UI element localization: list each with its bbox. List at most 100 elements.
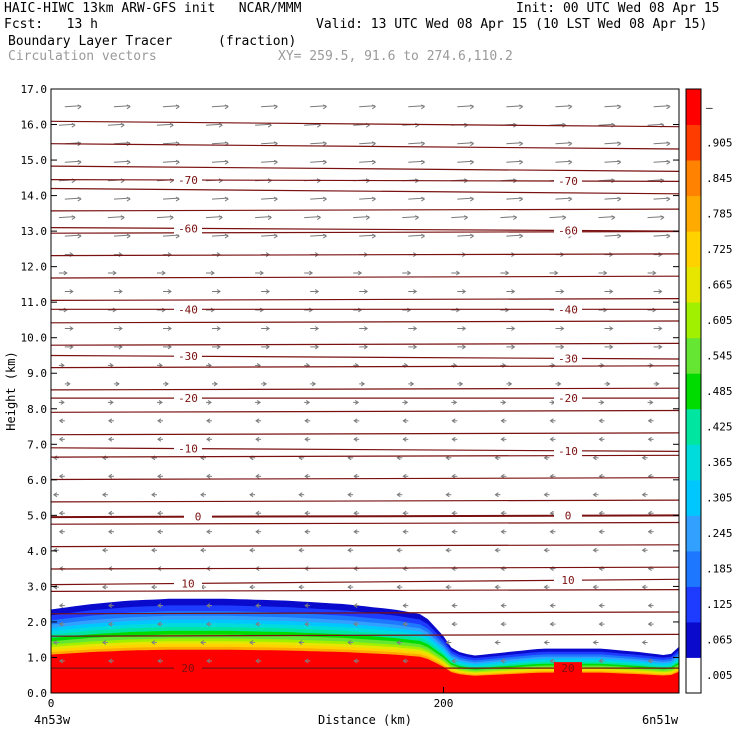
vector-arrow [506,105,523,108]
vector-arrow-head [304,436,309,442]
vector-arrow-head [494,547,499,553]
vector-arrow [310,105,327,108]
vector-arrow-head [218,178,223,184]
vector-arrow [113,160,130,163]
vector-arrow-head [273,159,279,165]
vector-arrow-head [347,492,352,498]
vector-arrow-head [107,658,113,664]
vector-arrow-head [598,621,603,627]
vector-arrow [58,216,75,219]
vector-arrow-head [109,362,114,368]
vector-arrow-head [60,399,65,405]
temperature-contour [51,611,679,615]
vector-arrow [457,234,474,237]
vector-arrow [255,123,272,126]
vector-arrow-head [598,658,603,664]
vector-arrow-head [652,270,657,276]
vector-arrow-head [617,141,622,147]
vector-arrow-head [511,289,516,294]
vector-arrow-head [407,307,412,313]
colorbar-label: – [706,101,713,114]
temperature-contour [51,588,679,593]
vector-arrow-head [606,381,611,387]
vector-arrow [113,234,130,237]
y-tick-label: 1.0 [27,651,47,664]
y-tick-label: 6.0 [27,474,47,487]
vector-arrow-head [63,270,68,276]
vector-arrow-head [413,289,418,294]
vector-arrow [162,160,180,163]
contour-label: 0 [565,510,572,523]
vector-arrow [113,197,130,200]
vector-arrow-head [641,584,646,590]
contour-label: 10 [561,574,574,587]
contour-label: 20 [561,662,574,675]
vector-arrow [451,216,468,219]
colorbar-label: .005 [706,669,733,682]
vector-arrow-head [256,399,262,405]
colorbar-swatch [686,373,701,410]
vector-arrow-head [224,233,229,239]
vector-arrow-head [617,233,622,239]
vector-arrow-head [470,196,475,202]
colorbar-label: .125 [706,598,733,611]
vector-arrow [64,197,81,200]
contour-label-bg [174,350,202,363]
contour-label: 10 [181,577,194,590]
vector-arrow-head [500,418,505,424]
vector-arrow [604,234,621,237]
vector-arrow-head [161,307,166,313]
vector-arrow-head [549,658,554,664]
vector-arrow-head [666,196,671,202]
contour-label: -20 [178,392,198,405]
vector-arrow-head [617,104,622,110]
contour-label-bg [554,574,582,587]
vector-arrow-head [157,510,162,516]
colorbar-swatch [686,479,701,516]
colorbar-frame [685,88,702,694]
vector-arrow-head [410,381,415,387]
vector-arrow-head [107,473,113,479]
vector-arrow-head [445,492,450,498]
contour-label: -70 [558,175,578,188]
vector-arrow-head [175,159,180,165]
temperature-contour [51,208,679,212]
contour-label-bg [554,509,582,522]
vector-arrow-head [267,215,273,221]
vector-arrow-head [175,104,180,110]
contour-label-bg [174,442,202,455]
x-axis: 0 200 [48,687,453,710]
vector-arrow-head [101,547,107,553]
vector-arrow-head [421,141,426,147]
vector-arrow-head [255,436,260,442]
temperature-contour [51,387,679,391]
vector-arrow-head [58,473,64,479]
vector-arrow [598,216,615,219]
y-tick-label: 10.0 [21,332,48,345]
vector-arrow-head [304,510,309,516]
vector-arrow-head [206,436,211,442]
vector-arrow-head [255,603,260,609]
vector-arrow-head [216,289,221,294]
y-tick-label: 4.0 [27,545,47,558]
vector-arrow-head [77,104,82,110]
vector-arrow-head [353,510,358,516]
vector-arrow-head [52,584,58,590]
vector-arrow-head [402,603,407,609]
vector-arrow-head [115,381,120,387]
vector-arrow-head [249,492,254,498]
vector-arrow-head [249,640,254,645]
vector-arrow-head [560,289,565,294]
vector-arrow-head [413,326,418,331]
x-end-label-left: 4n53w [34,713,71,727]
vector-arrow [402,216,419,219]
vector-arrow-head [371,159,377,165]
vector-arrow-head [451,510,456,516]
vector-arrow-head [660,215,665,221]
vector-arrow-head [118,326,123,331]
vector-arrow-head [549,418,554,424]
colorbar-swatch [686,515,701,552]
y-tick-label: 7.0 [27,438,47,451]
vector-arrow-head [598,603,603,609]
vector-arrow-head [647,529,652,535]
